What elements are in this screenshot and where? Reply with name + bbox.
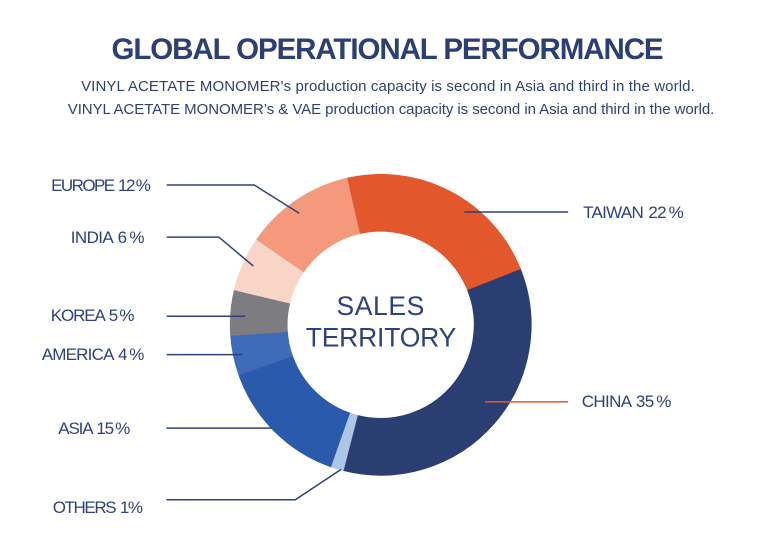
svg-text:SALES: SALES	[336, 291, 424, 321]
svg-text:TERRITORY: TERRITORY	[306, 323, 457, 353]
